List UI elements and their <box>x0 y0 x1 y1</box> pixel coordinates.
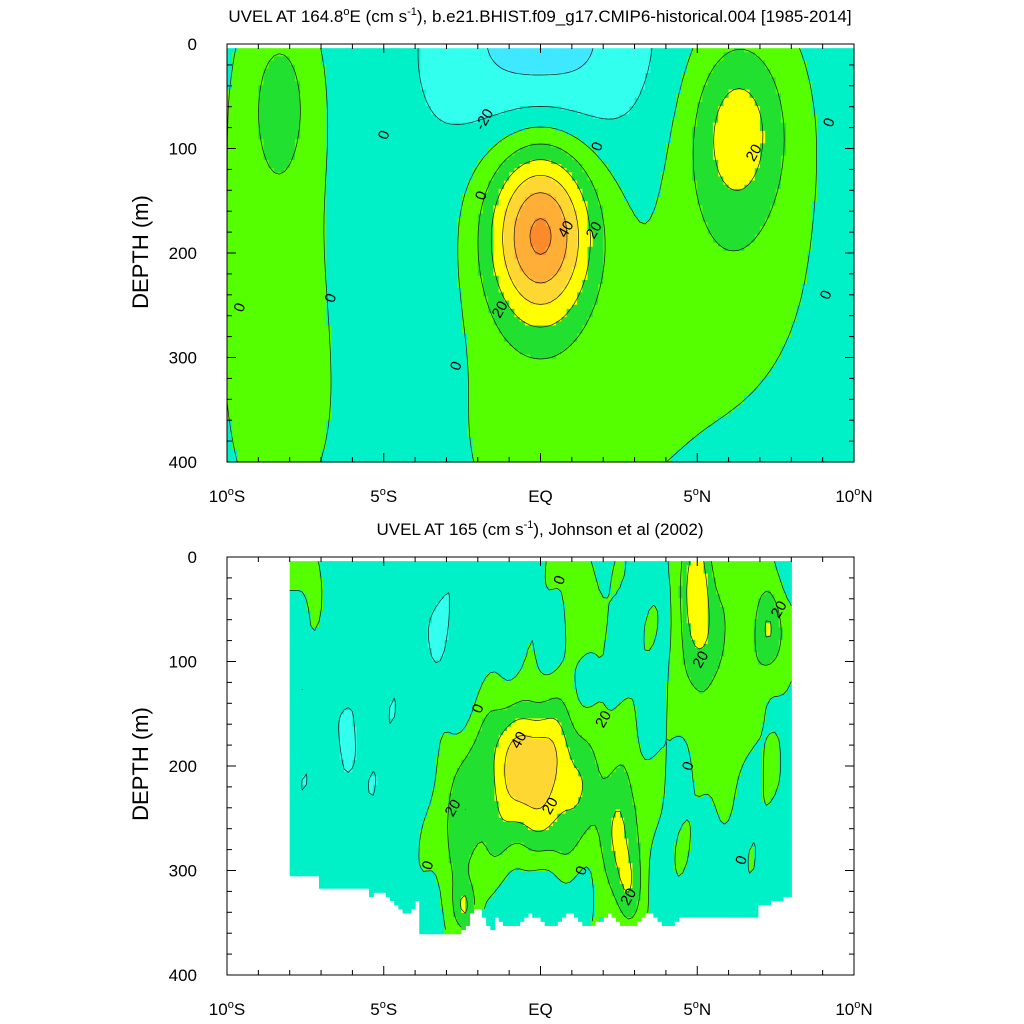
y-tick-label: 300 <box>169 349 197 368</box>
y-tick-label: 100 <box>169 140 197 159</box>
contour-label: 40 <box>507 729 530 752</box>
y-tick-label: 400 <box>169 453 197 472</box>
x-tick-label: 5oN <box>683 999 711 1019</box>
y-axis-label: DEPTH (m) <box>128 707 153 821</box>
contour-label: 20 <box>583 219 606 242</box>
x-tick-label: EQ <box>528 1000 553 1019</box>
contour-label: 20 <box>743 141 766 164</box>
contour-label: 20 <box>442 797 465 820</box>
x-tick-label: 10oS <box>209 486 245 506</box>
x-tick-label: 10oS <box>209 999 245 1019</box>
y-tick-label: 300 <box>169 862 197 881</box>
contour-label: 20 <box>617 885 640 908</box>
y-tick-label: 0 <box>188 35 197 54</box>
contour-lines <box>289 561 792 930</box>
contour-fill <box>289 561 792 935</box>
x-tick-label: 5oS <box>370 999 397 1019</box>
x-tick-label: 10oN <box>835 999 872 1019</box>
x-tick-label: 5oN <box>683 486 711 506</box>
contour-label: 20 <box>592 708 615 731</box>
panel-title: UVEL AT 165 (cm s-1), Johnson et al (200… <box>377 519 704 539</box>
x-tick-label: EQ <box>528 487 553 506</box>
contour-label: 20 <box>689 648 712 671</box>
contour-label: 40 <box>554 218 577 241</box>
panel-title: UVEL AT 164.8oE (cm s-1), b.e21.BHIST.f0… <box>228 6 851 26</box>
x-tick-label: 5oS <box>370 486 397 506</box>
y-tick-label: 200 <box>169 757 197 776</box>
observation-contour-panel: UVEL AT 165 (cm s-1), Johnson et al (200… <box>128 519 873 1019</box>
x-tick-label: 10oN <box>835 486 872 506</box>
model-contour-panel: UVEL AT 164.8oE (cm s-1), b.e21.BHIST.f0… <box>128 6 873 506</box>
y-tick-label: 0 <box>188 548 197 567</box>
y-tick-label: 100 <box>169 653 197 672</box>
contour-label: 20 <box>489 298 512 321</box>
contour-label: 20 <box>539 794 562 817</box>
y-tick-label: 200 <box>169 244 197 263</box>
y-tick-label: 400 <box>169 966 197 985</box>
contour-lines <box>226 48 817 463</box>
contour-label: 20 <box>768 598 791 621</box>
contour-fill <box>227 48 855 463</box>
y-axis-label: DEPTH (m) <box>128 195 153 309</box>
